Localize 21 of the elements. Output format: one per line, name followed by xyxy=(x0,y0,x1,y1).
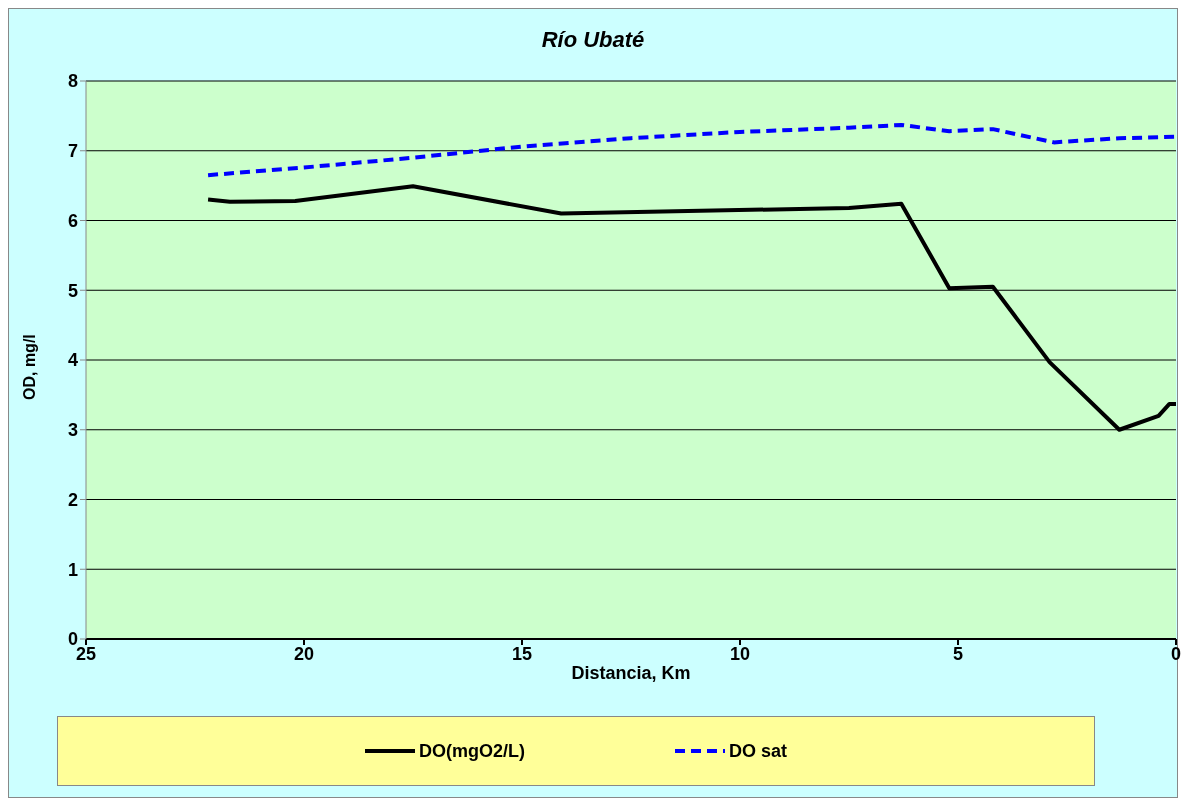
line-series xyxy=(206,122,1176,178)
y-tick-label: 4 xyxy=(67,350,78,371)
x-tick-label: 25 xyxy=(75,643,97,664)
x-tick-label: 5 xyxy=(952,643,964,664)
y-tick-label: 0 xyxy=(67,629,78,650)
y-tick-label: 1 xyxy=(67,559,78,580)
legend-label: DO sat xyxy=(728,740,788,762)
x-tick-label: 0 xyxy=(1170,643,1182,664)
y-tick-label: 2 xyxy=(67,489,78,510)
x-axis-title: Distancia, Km xyxy=(571,663,691,683)
y-tick-label: 5 xyxy=(67,280,78,301)
y-tick-label: 6 xyxy=(67,210,78,231)
y-tick-label: 3 xyxy=(67,420,78,441)
y-axis-title: OD, mg/l xyxy=(20,334,38,400)
y-tick-label: 7 xyxy=(67,141,78,162)
y-tick-label: 8 xyxy=(67,71,78,92)
x-tick-label: 15 xyxy=(511,643,533,664)
chart-title: Río Ubaté xyxy=(540,27,646,53)
x-tick-label: 10 xyxy=(729,643,751,664)
x-tick-label: 20 xyxy=(293,643,315,664)
legend-label: DO(mgO2/L) xyxy=(418,740,525,762)
